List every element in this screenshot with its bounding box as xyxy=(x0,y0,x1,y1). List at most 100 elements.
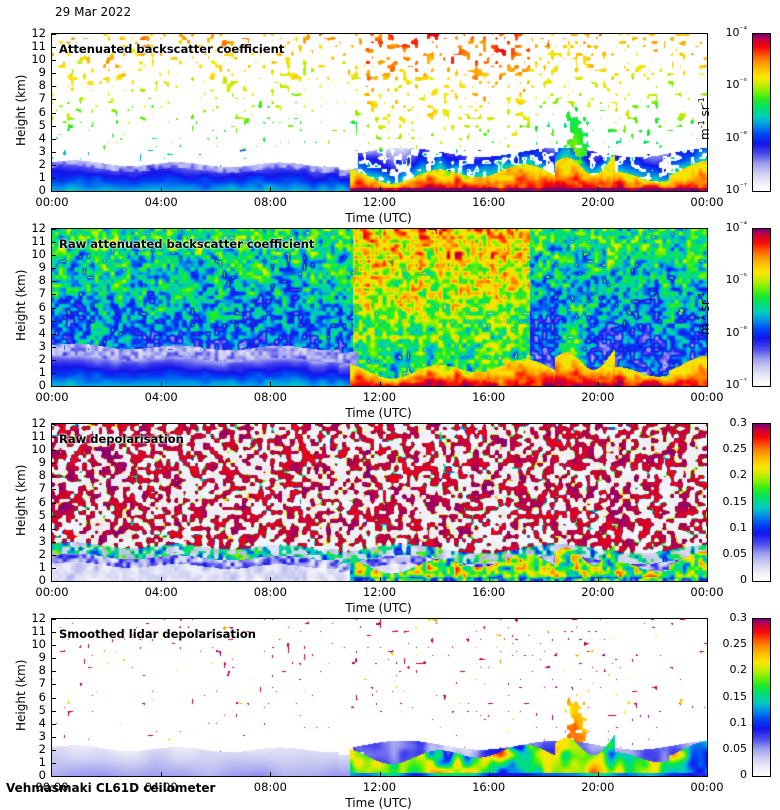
y-axis-label: Height (km) xyxy=(14,269,28,341)
y-tick-label: 10 xyxy=(31,247,46,262)
x-tick-mark xyxy=(161,772,162,776)
x-axis-label: Time (UTC) xyxy=(345,211,412,225)
y-tick-label: 11 xyxy=(31,39,46,54)
y-tick-label: 1 xyxy=(38,169,46,184)
y-tick-label: 12 xyxy=(31,221,46,235)
plot-area-smoothed-lidar-depolarisation[interactable] xyxy=(51,618,708,777)
y-tick-label: 8 xyxy=(38,663,46,678)
x-tick-label: 00:00 xyxy=(35,780,69,794)
y-tick-mark xyxy=(52,268,56,269)
y-tick-mark xyxy=(52,671,56,672)
heatmap-canvas-raw-depolarisation xyxy=(52,424,707,581)
y-tick-mark xyxy=(52,645,56,646)
y-tick-mark xyxy=(52,450,56,451)
x-tick-label: 16:00 xyxy=(472,195,506,209)
y-tick-mark xyxy=(52,763,56,764)
panel-title-raw-attenuated-backscatter: Raw attenuated backscatter coefficient xyxy=(59,237,315,251)
y-tick-mark xyxy=(52,86,56,87)
x-tick-label: 00:00 xyxy=(690,585,724,599)
y-tick-mark xyxy=(52,711,56,712)
y-tick-mark xyxy=(52,308,56,309)
x-tick-label: 08:00 xyxy=(253,780,287,794)
plot-area-raw-attenuated-backscatter[interactable] xyxy=(51,228,708,387)
plot-area-raw-depolarisation[interactable] xyxy=(51,423,708,582)
colorbar-tick-label: 10⁻⁷ xyxy=(725,376,747,391)
x-tick-label: 04:00 xyxy=(144,390,178,404)
y-tick-label: 7 xyxy=(38,676,46,691)
y-tick-mark xyxy=(52,698,56,699)
y-tick-mark xyxy=(52,476,56,477)
x-tick-mark xyxy=(489,382,490,386)
y-tick-mark xyxy=(52,281,56,282)
y-tick-mark xyxy=(52,165,56,166)
y-tick-label: 7 xyxy=(38,91,46,106)
y-tick-mark xyxy=(52,229,56,230)
colorbar-tick-label: 10⁻⁵ xyxy=(725,271,747,287)
x-tick-label: 04:00 xyxy=(144,780,178,794)
x-tick-mark xyxy=(489,187,490,191)
y-tick-label: 1 xyxy=(38,559,46,574)
y-tick-mark xyxy=(52,529,56,530)
colorbar-tick-label: 0.2 xyxy=(729,468,748,482)
x-tick-label: 12:00 xyxy=(362,585,397,599)
x-tick-label: 00:00 xyxy=(35,195,69,209)
x-tick-mark xyxy=(598,577,599,581)
x-tick-mark xyxy=(270,187,271,191)
y-tick-mark xyxy=(52,34,56,35)
colorbar-gradient xyxy=(753,619,770,776)
y-tick-mark xyxy=(52,139,56,140)
y-tick-label: 2 xyxy=(38,741,46,756)
x-tick-label: 12:00 xyxy=(362,390,397,404)
figure-caption: Vehmasmaki CL61D ceilometer xyxy=(6,781,216,795)
colorbar-tick-label: 0 xyxy=(740,768,747,781)
colorbar-unit-label: m-1 sr-1 xyxy=(697,96,712,140)
colorbar-tick-label: 0.25 xyxy=(722,637,748,651)
x-tick-label: 12:00 xyxy=(362,780,397,794)
heatmap-canvas-raw-attenuated-backscatter xyxy=(52,229,707,386)
x-axis-label: Time (UTC) xyxy=(345,796,412,810)
x-tick-mark xyxy=(161,382,162,386)
colorbar-tick-label: 0.3 xyxy=(729,416,748,429)
y-tick-label: 9 xyxy=(38,650,46,665)
y-tick-label: 7 xyxy=(38,286,46,301)
x-tick-mark xyxy=(270,382,271,386)
panel-title-raw-depolarisation: Raw depolarisation xyxy=(59,432,184,446)
x-tick-label: 08:00 xyxy=(253,195,287,209)
y-tick-label: 0 xyxy=(38,183,46,197)
y-tick-label: 7 xyxy=(38,481,46,496)
colorbar-gradient xyxy=(753,424,770,581)
plot-area-attenuated-backscatter[interactable] xyxy=(51,33,708,192)
y-tick-mark xyxy=(52,424,56,425)
x-tick-label: 20:00 xyxy=(581,585,615,599)
y-tick-label: 5 xyxy=(38,117,46,132)
colorbar-raw-attenuated-backscatter xyxy=(752,228,771,387)
y-tick-mark xyxy=(52,73,56,74)
colorbar-tick-label: 0.15 xyxy=(722,494,748,508)
colorbar-tick-label: 10⁻⁵ xyxy=(725,76,747,92)
y-tick-mark xyxy=(52,191,56,192)
panel-title-attenuated-backscatter: Attenuated backscatter coefficient xyxy=(59,42,285,56)
y-tick-label: 6 xyxy=(38,494,46,509)
y-tick-mark xyxy=(52,334,56,335)
y-tick-mark xyxy=(52,619,56,620)
y-tick-mark xyxy=(52,99,56,100)
y-tick-mark xyxy=(52,658,56,659)
y-tick-label: 6 xyxy=(38,104,46,119)
y-tick-label: 5 xyxy=(38,702,46,717)
x-tick-label: 04:00 xyxy=(144,195,178,209)
y-tick-label: 10 xyxy=(31,52,46,67)
heatmap-canvas-smoothed-lidar-depolarisation xyxy=(52,619,707,776)
y-tick-label: 9 xyxy=(38,260,46,275)
y-tick-mark xyxy=(52,47,56,48)
colorbar-tick-label: 0.15 xyxy=(722,689,748,703)
x-tick-label: 08:00 xyxy=(253,390,287,404)
y-tick-label: 3 xyxy=(38,338,46,353)
y-tick-mark xyxy=(52,60,56,61)
y-tick-mark xyxy=(52,113,56,114)
y-tick-mark xyxy=(52,255,56,256)
colorbar-tick-label: 10⁻⁶ xyxy=(725,324,747,339)
x-tick-label: 00:00 xyxy=(690,195,724,209)
y-tick-label: 11 xyxy=(31,234,46,249)
colorbar-tick-label: 0.05 xyxy=(722,546,748,560)
